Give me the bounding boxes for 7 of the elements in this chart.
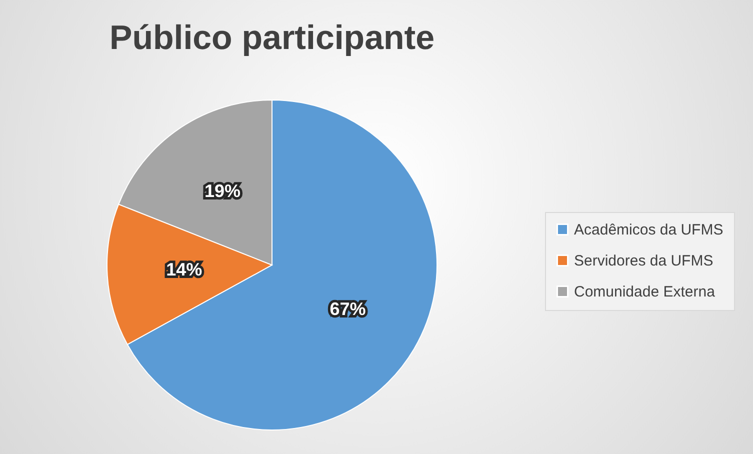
data-label: 14%: [166, 260, 202, 280]
data-label: 19%: [204, 181, 241, 202]
chart-title: Público participante: [110, 19, 434, 57]
legend-label: Servidores da UFMS: [574, 252, 714, 270]
legend-label: Acadêmicos da UFMS: [574, 222, 724, 238]
legend-label: Comunidade Externa: [574, 284, 716, 300]
data-label: 67%: [330, 298, 366, 319]
